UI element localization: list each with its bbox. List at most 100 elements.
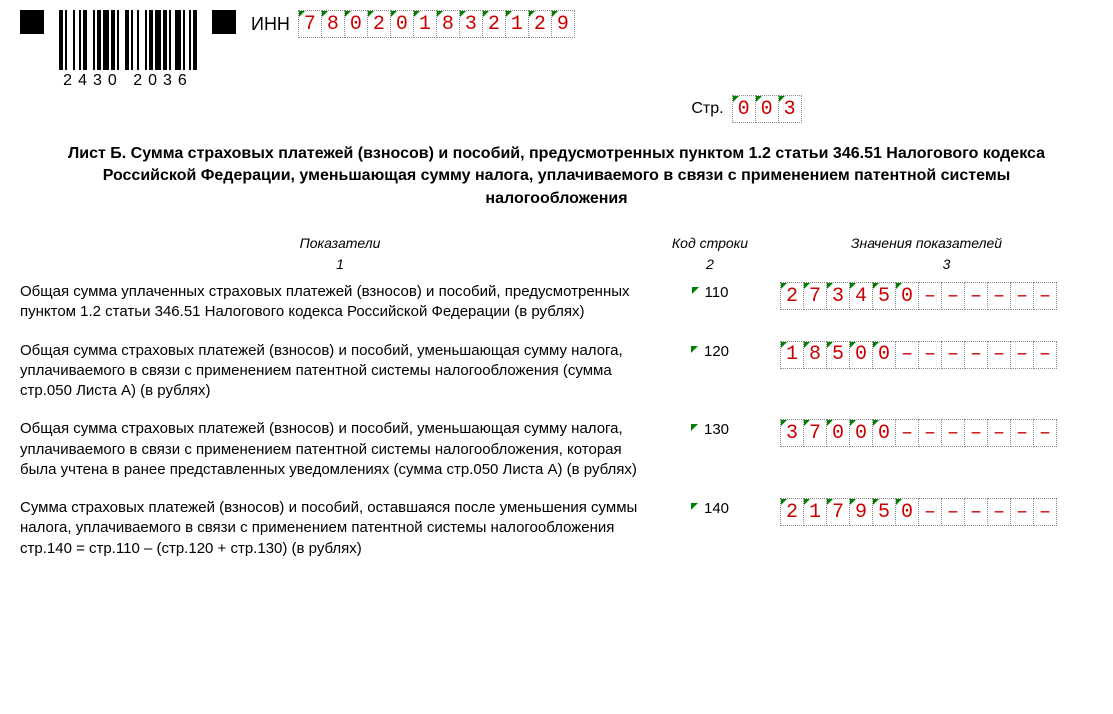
digit-cell: 7 — [803, 282, 827, 310]
green-tick-icon — [483, 11, 489, 17]
green-tick-icon — [779, 96, 785, 102]
row-code-area: 140 — [660, 498, 760, 517]
digit-cell: 2 — [780, 498, 804, 526]
digit-cell: – — [918, 498, 942, 526]
digit-cell: – — [1033, 419, 1057, 447]
green-tick-icon — [804, 420, 810, 426]
value-cells: 273450–––––– — [780, 282, 1057, 310]
green-tick-icon — [781, 420, 787, 426]
row-code-area: 130 — [660, 419, 760, 438]
digit-cell: – — [964, 419, 988, 447]
digit-cell: 2 — [367, 10, 391, 38]
digit-cell: – — [964, 282, 988, 310]
green-tick-icon — [691, 424, 698, 431]
digit-cell: 0 — [344, 10, 368, 38]
header-row: 2430 2036 ИНН 780201832129 — [20, 10, 1093, 90]
green-tick-icon — [850, 342, 856, 348]
digit-cell: 9 — [849, 498, 873, 526]
digit-cell: 0 — [895, 498, 919, 526]
column-number-1: 1 — [20, 256, 660, 272]
digit-cell: 0 — [755, 95, 779, 123]
digit-cell: 2 — [482, 10, 506, 38]
green-tick-icon — [506, 11, 512, 17]
digit-cell: 3 — [459, 10, 483, 38]
green-tick-icon — [781, 342, 787, 348]
digit-cell: 0 — [732, 95, 756, 123]
digit-cell: – — [941, 282, 965, 310]
digit-cell: – — [918, 341, 942, 369]
digit-cell: 0 — [826, 419, 850, 447]
column-headers: Показатели Код строки Значения показател… — [20, 235, 1093, 251]
row-value: 37000––––––– — [760, 419, 1093, 447]
digit-cell: 0 — [895, 282, 919, 310]
barcode — [59, 10, 197, 70]
column-numbers: 1 2 3 — [20, 256, 1093, 272]
digit-cell: – — [987, 419, 1011, 447]
green-tick-icon — [691, 346, 698, 353]
green-tick-icon — [460, 11, 466, 17]
column-header-indicators: Показатели — [20, 235, 660, 251]
row-label: Общая сумма уплаченных страховых платеже… — [20, 282, 660, 323]
column-header-code: Код строки — [660, 235, 760, 251]
row-value: 18500––––––– — [760, 341, 1093, 369]
green-tick-icon — [827, 283, 833, 289]
digit-cell: 5 — [826, 341, 850, 369]
green-tick-icon — [896, 283, 902, 289]
green-tick-icon — [873, 342, 879, 348]
green-tick-icon — [896, 499, 902, 505]
green-tick-icon — [850, 499, 856, 505]
page-cells: 003 — [732, 95, 802, 123]
digit-cell: 2 — [528, 10, 552, 38]
marker-square-right — [212, 10, 236, 34]
digit-cell: – — [1010, 341, 1034, 369]
digit-cell: – — [895, 419, 919, 447]
row-label: Общая сумма страховых платежей (взносов)… — [20, 341, 660, 402]
inn-cells: 780201832129 — [298, 10, 575, 38]
digit-cell: 0 — [872, 341, 896, 369]
row-code: 140 — [704, 500, 729, 517]
data-row: Общая сумма страховых платежей (взносов)… — [20, 419, 1093, 480]
digit-cell: 8 — [803, 341, 827, 369]
marker-square-left — [20, 10, 44, 34]
row-code: 110 — [705, 284, 729, 301]
digit-cell: 1 — [780, 341, 804, 369]
data-row: Общая сумма уплаченных страховых платеже… — [20, 282, 1093, 323]
green-tick-icon — [322, 11, 328, 17]
barcode-number: 2430 2036 — [63, 72, 193, 90]
green-tick-icon — [827, 499, 833, 505]
green-tick-icon — [804, 283, 810, 289]
digit-cell: 7 — [298, 10, 322, 38]
digit-cell: 0 — [849, 419, 873, 447]
digit-cell: – — [987, 341, 1011, 369]
green-tick-icon — [756, 96, 762, 102]
digit-cell: – — [895, 341, 919, 369]
data-row: Сумма страховых платежей (взносов) и пос… — [20, 498, 1093, 559]
barcode-container: 2430 2036 — [59, 10, 197, 90]
digit-cell: 1 — [803, 498, 827, 526]
digit-cell: – — [1033, 341, 1057, 369]
green-tick-icon — [733, 96, 739, 102]
digit-cell: – — [987, 282, 1011, 310]
digit-cell: – — [964, 341, 988, 369]
digit-cell: – — [918, 282, 942, 310]
page-label: Стр. — [691, 100, 723, 118]
digit-cell: 1 — [505, 10, 529, 38]
digit-cell: 5 — [872, 282, 896, 310]
row-code: 130 — [704, 421, 729, 438]
green-tick-icon — [873, 283, 879, 289]
row-code-area: 110 — [660, 282, 760, 301]
green-tick-icon — [827, 420, 833, 426]
column-number-3: 3 — [760, 256, 1093, 272]
digit-cell: 8 — [436, 10, 460, 38]
page-number-row: Стр. 003 — [400, 95, 1093, 123]
digit-cell: – — [918, 419, 942, 447]
green-tick-icon — [850, 420, 856, 426]
column-number-2: 2 — [660, 256, 760, 272]
green-tick-icon — [827, 342, 833, 348]
green-tick-icon — [414, 11, 420, 17]
digit-cell: 7 — [826, 498, 850, 526]
digit-cell: – — [941, 341, 965, 369]
green-tick-icon — [437, 11, 443, 17]
digit-cell: 0 — [390, 10, 414, 38]
green-tick-icon — [781, 283, 787, 289]
